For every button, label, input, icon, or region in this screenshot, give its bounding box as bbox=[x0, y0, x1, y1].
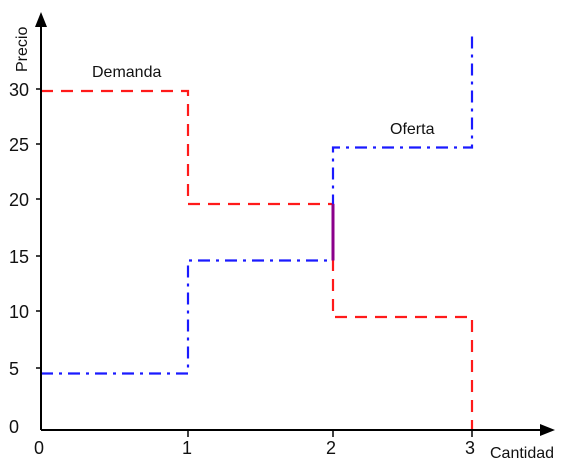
x-tick-marks bbox=[187, 430, 473, 437]
x-axis-label: Cantidad bbox=[490, 445, 554, 460]
x-tick-label: 2 bbox=[326, 438, 336, 458]
y-axis-arrow bbox=[35, 12, 47, 27]
x-axis-arrow bbox=[540, 424, 555, 436]
y-tick-label: 5 bbox=[9, 359, 19, 379]
y-tick-marks bbox=[36, 88, 41, 369]
y-tick-label: 15 bbox=[9, 247, 29, 267]
x-tick-label: 1 bbox=[182, 438, 192, 458]
demand-series-label: Demanda bbox=[92, 64, 161, 81]
x-tick-label: 3 bbox=[465, 438, 475, 458]
x-tick-label: 0 bbox=[34, 438, 44, 458]
y-tick-label: 25 bbox=[9, 135, 29, 155]
y-tick-label: 0 bbox=[9, 417, 19, 437]
supply-series-label: Oferta bbox=[390, 121, 435, 138]
y-tick-label: 30 bbox=[9, 80, 29, 100]
x-tick-labels: 0 1 2 3 bbox=[34, 438, 475, 458]
y-axis-label: Precio bbox=[14, 27, 31, 72]
y-tick-label: 10 bbox=[9, 302, 29, 322]
y-tick-labels: 0 5 10 15 20 25 30 bbox=[9, 80, 29, 437]
plot-area bbox=[41, 34, 474, 430]
y-tick-label: 20 bbox=[9, 190, 29, 210]
